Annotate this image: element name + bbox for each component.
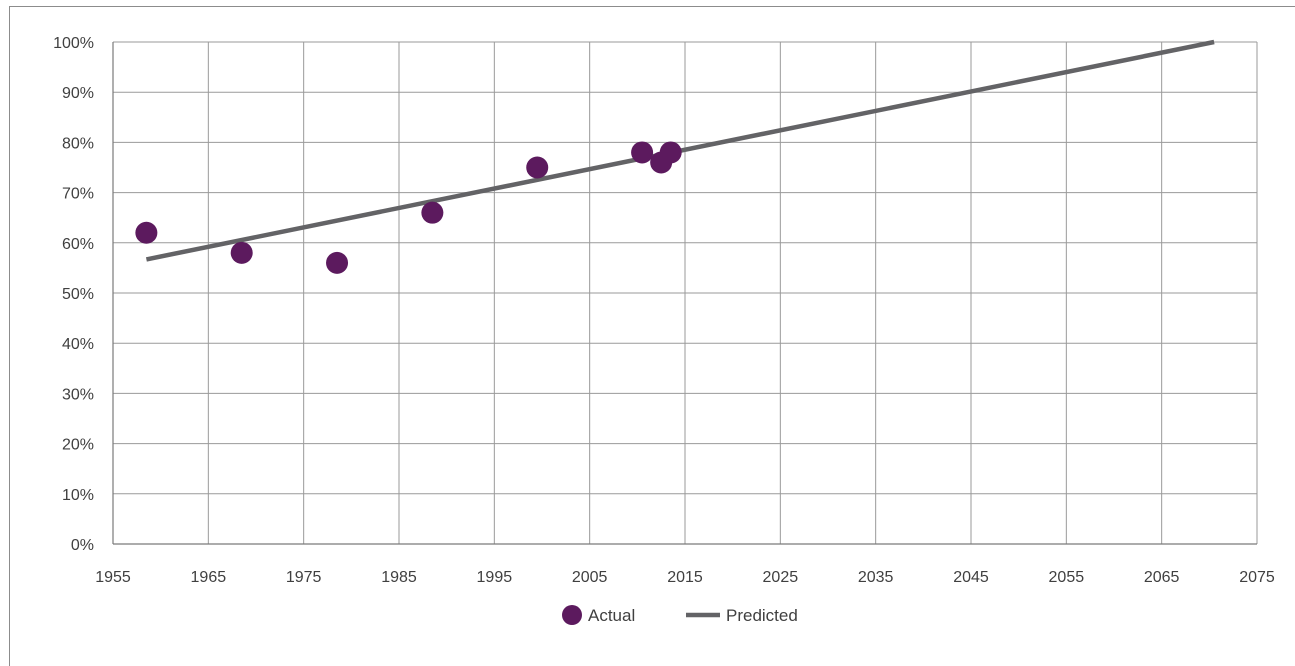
y-tick-label: 40% [62,336,94,353]
y-tick-label: 10% [62,487,94,504]
x-tick-label: 2015 [667,569,703,586]
x-tick-label: 2035 [858,569,894,586]
x-tick-label: 2005 [572,569,608,586]
chart: 0% 10% 20% 30% 40% 50% 60% 70% 80% 90% 100% 1955 196… [53,35,1275,625]
legend-predicted-label: Predicted [726,606,798,625]
series [135,39,1215,274]
legend-actual-label: Actual [588,606,635,625]
y-tick-label: 60% [62,236,94,253]
x-tick-label: 2025 [763,569,799,586]
y-tick-label: 30% [62,386,94,403]
x-tick-label: 2075 [1239,569,1275,586]
x-tick-label: 1955 [95,569,131,586]
y-tick-label: 0% [71,537,94,554]
legend: Actual Predicted [562,605,798,625]
y-tick-label: 80% [62,135,94,152]
chart-frame [9,6,1295,666]
grid [112,41,1258,545]
actual-point [230,241,253,264]
x-tick-label: 1985 [381,569,417,586]
x-tick-label: 2055 [1049,569,1085,586]
actual-point [421,201,444,224]
actual-point [631,141,654,164]
x-tick-label: 1965 [191,569,227,586]
x-tick-label: 2065 [1144,569,1180,586]
y-tick-label: 100% [53,35,94,52]
x-tick-label: 1995 [477,569,513,586]
y-tick-label: 70% [62,186,94,203]
actual-point [526,156,549,179]
y-tick-label: 90% [62,85,94,102]
actual-point [135,221,158,244]
y-tick-label: 50% [62,286,94,303]
actual-point [326,251,349,274]
axes: 0% 10% 20% 30% 40% 50% 60% 70% 80% 90% 100% 1955 196… [53,35,1275,586]
x-tick-label: 2045 [953,569,989,586]
actual-point [659,141,682,164]
y-tick-label: 20% [62,437,94,454]
x-tick-label: 1975 [286,569,322,586]
legend-actual-marker [562,605,582,625]
